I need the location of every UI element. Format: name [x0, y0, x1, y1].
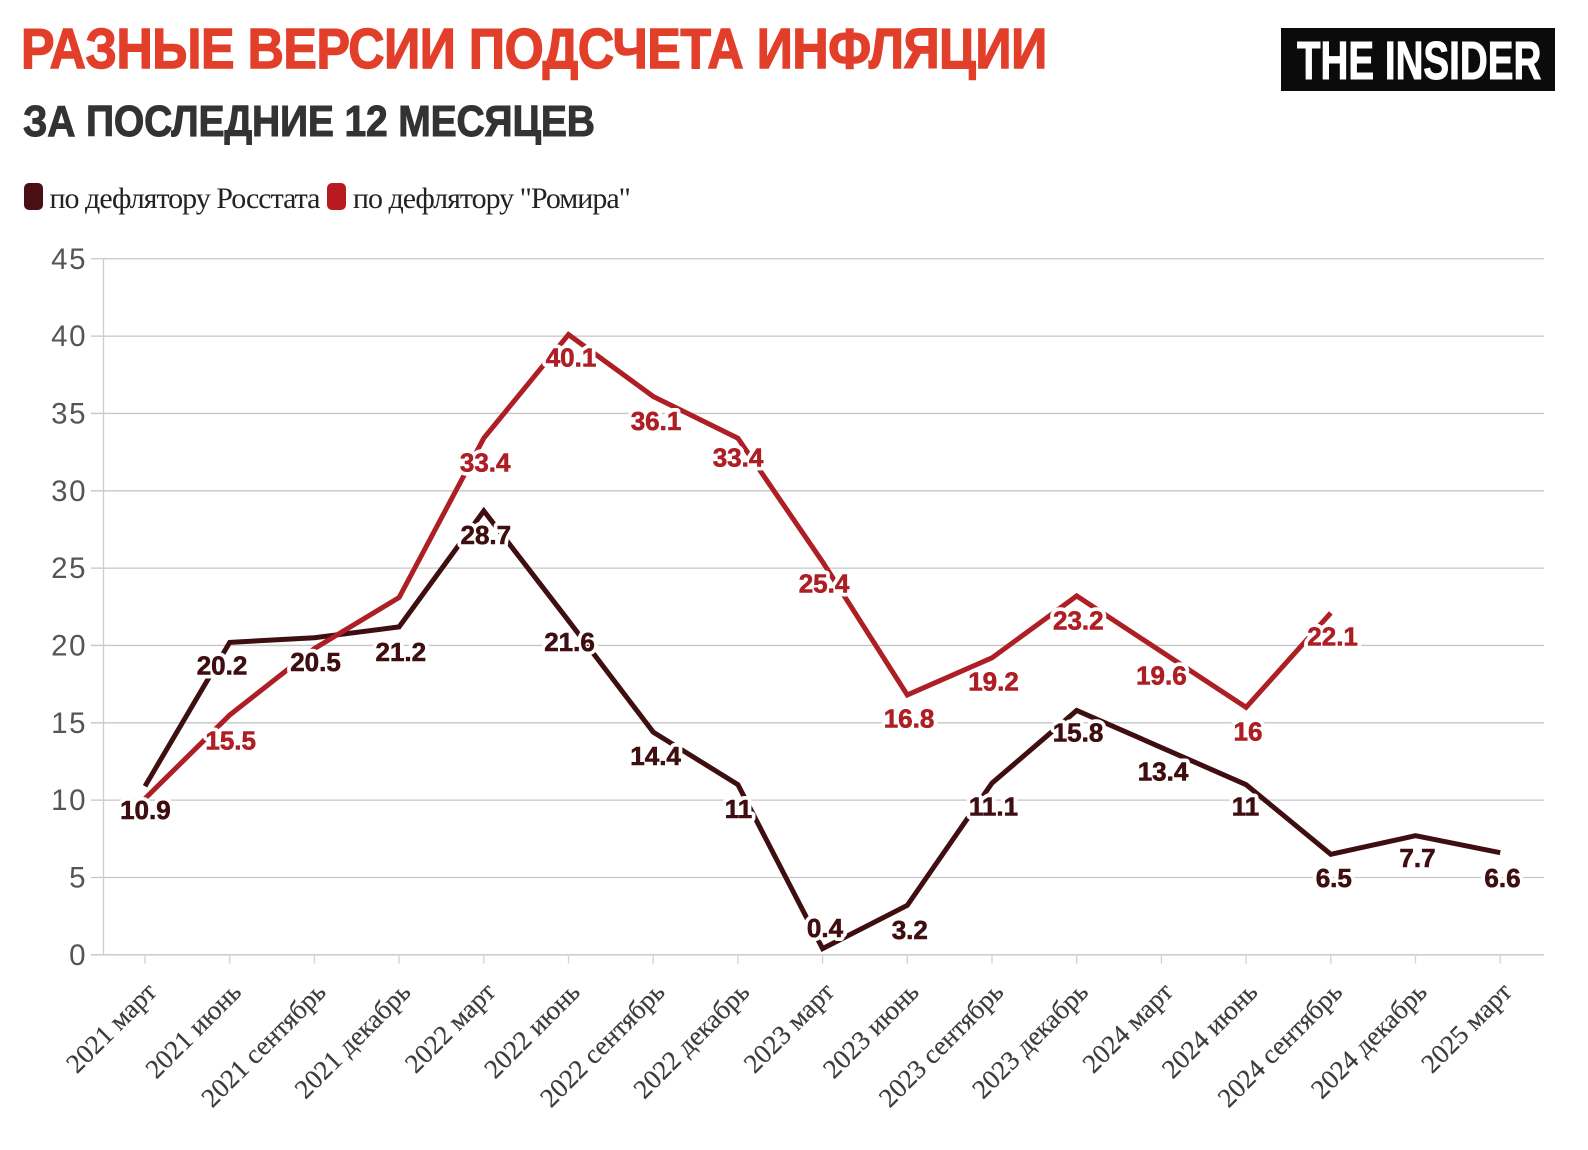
- svg-text:23.2: 23.2: [1053, 606, 1104, 636]
- svg-text:36.1: 36.1: [631, 406, 682, 436]
- svg-text:16: 16: [1234, 717, 1263, 747]
- svg-text:30: 30: [51, 475, 87, 508]
- svg-text:10.9: 10.9: [120, 795, 171, 825]
- svg-text:19.6: 19.6: [1136, 661, 1187, 691]
- svg-text:40: 40: [51, 320, 87, 353]
- svg-text:11.1: 11.1: [969, 792, 1018, 822]
- svg-text:21.6: 21.6: [544, 627, 595, 657]
- svg-text:20.5: 20.5: [290, 647, 341, 677]
- svg-text:13.4: 13.4: [1138, 757, 1189, 787]
- svg-text:33.4: 33.4: [713, 443, 764, 473]
- svg-text:0: 0: [69, 939, 87, 972]
- svg-text:11: 11: [1232, 792, 1260, 822]
- svg-text:45: 45: [51, 243, 87, 276]
- svg-text:40.1: 40.1: [546, 343, 597, 373]
- svg-text:40.1: 40.1: [546, 343, 597, 373]
- svg-text:7.7: 7.7: [1399, 843, 1435, 873]
- svg-text:19.6: 19.6: [1136, 661, 1187, 691]
- svg-text:19.2: 19.2: [968, 667, 1019, 697]
- svg-text:22.1: 22.1: [1307, 622, 1358, 652]
- svg-text:11: 11: [1232, 792, 1260, 822]
- svg-text:11: 11: [725, 794, 753, 824]
- svg-text:16: 16: [1234, 717, 1263, 747]
- svg-text:3.2: 3.2: [892, 915, 928, 945]
- svg-text:7.7: 7.7: [1399, 843, 1435, 873]
- svg-text:10: 10: [51, 784, 87, 817]
- svg-text:21.6: 21.6: [544, 627, 595, 657]
- svg-text:21.2: 21.2: [375, 637, 426, 667]
- svg-text:36.1: 36.1: [631, 406, 682, 436]
- svg-text:28.7: 28.7: [460, 520, 511, 550]
- svg-text:15.5: 15.5: [205, 726, 256, 756]
- svg-text:15.8: 15.8: [1053, 718, 1104, 748]
- svg-text:35: 35: [51, 397, 87, 430]
- svg-text:11: 11: [725, 794, 753, 824]
- svg-text:6.6: 6.6: [1484, 863, 1520, 893]
- svg-text:20.2: 20.2: [197, 651, 248, 681]
- svg-text:14.4: 14.4: [630, 741, 681, 771]
- svg-text:33.4: 33.4: [460, 448, 511, 478]
- svg-text:15.5: 15.5: [205, 726, 256, 756]
- svg-text:25.4: 25.4: [799, 569, 850, 599]
- svg-text:0.4: 0.4: [807, 913, 844, 943]
- svg-text:2025 март: 2025 март: [1415, 976, 1517, 1078]
- svg-text:21.2: 21.2: [375, 637, 426, 667]
- svg-text:10.9: 10.9: [120, 795, 171, 825]
- svg-text:28.7: 28.7: [460, 520, 511, 550]
- svg-text:25.4: 25.4: [799, 569, 850, 599]
- svg-text:20.2: 20.2: [197, 651, 248, 681]
- svg-text:20.5: 20.5: [290, 647, 341, 677]
- svg-text:5: 5: [69, 861, 87, 894]
- svg-text:23.2: 23.2: [1053, 606, 1104, 636]
- svg-text:22.1: 22.1: [1307, 622, 1358, 652]
- svg-text:16.8: 16.8: [884, 704, 935, 734]
- svg-text:14.4: 14.4: [630, 741, 681, 771]
- svg-text:3.2: 3.2: [892, 915, 928, 945]
- svg-text:25: 25: [51, 552, 87, 585]
- svg-text:15: 15: [51, 707, 87, 740]
- svg-text:19.2: 19.2: [968, 667, 1019, 697]
- svg-text:0.4: 0.4: [807, 913, 844, 943]
- svg-text:20: 20: [51, 629, 87, 662]
- svg-text:6.5: 6.5: [1316, 863, 1352, 893]
- svg-text:16.8: 16.8: [884, 704, 935, 734]
- svg-text:33.4: 33.4: [460, 448, 511, 478]
- svg-text:13.4: 13.4: [1138, 757, 1189, 787]
- svg-text:15.8: 15.8: [1053, 718, 1104, 748]
- svg-text:33.4: 33.4: [713, 443, 764, 473]
- svg-text:6.5: 6.5: [1316, 863, 1352, 893]
- svg-text:11.1: 11.1: [969, 792, 1018, 822]
- svg-text:6.6: 6.6: [1484, 863, 1520, 893]
